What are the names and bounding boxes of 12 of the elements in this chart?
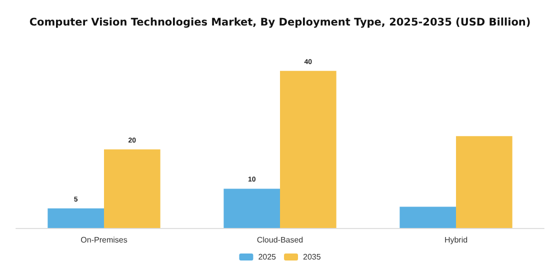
bar <box>400 206 456 228</box>
x-tick-label: Hybrid <box>444 236 468 244</box>
x-tick-label: On-Premises <box>80 236 128 244</box>
bar <box>224 188 280 228</box>
bar <box>104 149 160 228</box>
x-tick-label: Cloud-Based <box>256 236 304 244</box>
legend-label: 2025 <box>258 252 277 262</box>
legend-label: 2035 <box>303 252 322 262</box>
bar <box>48 208 104 228</box>
chart-title: Computer Vision Technologies Market, By Deployment Type, 2025-2035 (USD Billion) <box>29 16 531 28</box>
bar <box>456 136 512 228</box>
bar <box>280 70 336 228</box>
